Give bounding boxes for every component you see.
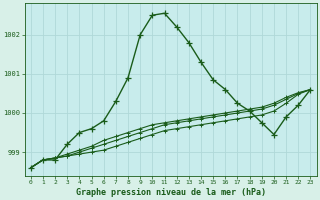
X-axis label: Graphe pression niveau de la mer (hPa): Graphe pression niveau de la mer (hPa) [76,188,266,197]
